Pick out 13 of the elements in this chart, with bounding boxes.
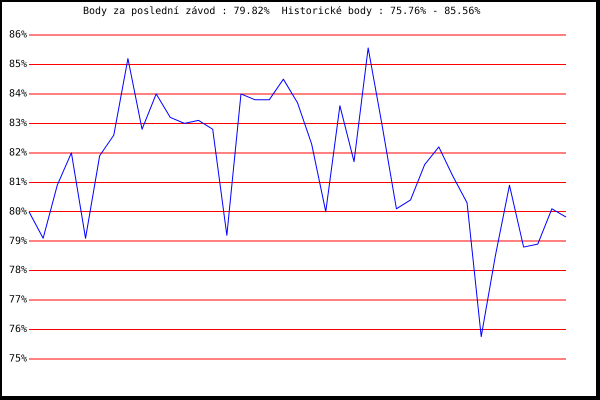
y-tick-label: 83% bbox=[8, 118, 27, 129]
y-tick-label: 78% bbox=[8, 265, 27, 276]
y-tick-label: 82% bbox=[8, 147, 27, 158]
y-tick-label: 84% bbox=[8, 88, 27, 100]
y-tick-label: 80% bbox=[8, 206, 27, 218]
y-tick-label: 77% bbox=[8, 294, 27, 306]
chart-title: Body za poslední závod : 79.82% Historické body : 75.76% - 85.56% bbox=[83, 6, 480, 18]
y-tick-label: 75% bbox=[8, 354, 27, 365]
y-tick-label: 76% bbox=[8, 324, 27, 336]
y-tick-label: 81% bbox=[8, 176, 27, 188]
y-tick-label: 85% bbox=[8, 59, 27, 70]
y-tick-label: 86% bbox=[8, 30, 27, 41]
y-tick-label: 79% bbox=[8, 236, 27, 247]
